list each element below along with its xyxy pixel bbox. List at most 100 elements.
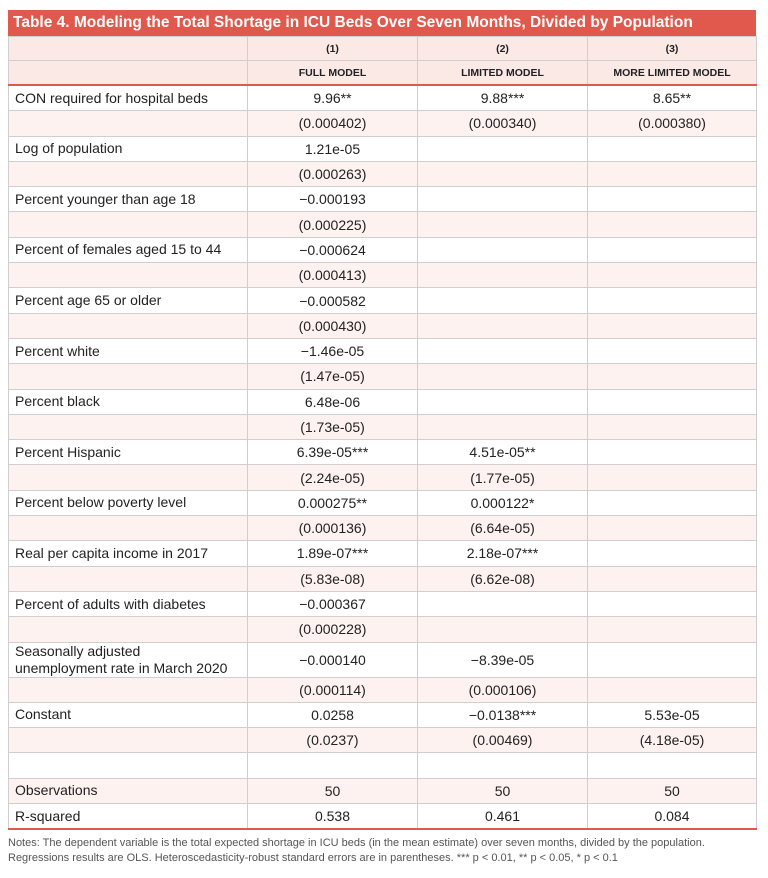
table-row: Log of population 1.21e-05	[8, 135, 757, 162]
cell-value: 50	[417, 777, 588, 805]
table-row: (0.000430)	[8, 312, 757, 339]
cell-value: (0.000402)	[247, 110, 418, 137]
row-label: Log of population	[8, 135, 248, 162]
cell-value	[417, 363, 588, 390]
table-row	[8, 752, 757, 779]
cell-value	[587, 211, 757, 238]
cell-value: −0.000582	[247, 287, 418, 314]
table-row: Seasonally adjusted unemployment rate in…	[8, 641, 757, 678]
cell-value: 0.0258	[247, 701, 418, 729]
cell-value: −8.39e-05	[417, 641, 588, 678]
cell-value	[587, 540, 757, 567]
table-row: Percent black 6.48e-06	[8, 388, 757, 415]
table-row: (0.000263)	[8, 160, 757, 188]
row-label	[8, 464, 248, 491]
row-label	[8, 262, 248, 289]
header-row: (1) (2) (3)	[8, 36, 757, 61]
cell-value	[587, 363, 757, 390]
table-row: Percent Hispanic 6.39e-05*** 4.51e-05**	[8, 439, 757, 466]
cell-value	[587, 464, 757, 491]
cell-value	[587, 565, 757, 592]
table-row: (2.24e-05) (1.77e-05)	[8, 464, 757, 491]
table-row: (0.0237) (0.00469) (4.18e-05)	[8, 727, 757, 754]
cell-value	[587, 515, 757, 542]
cell-value: −1.46e-05	[247, 337, 418, 365]
table-row: (1.73e-05)	[8, 413, 757, 441]
cell-value: (0.00469)	[417, 727, 588, 754]
cell-value: (0.000228)	[247, 616, 418, 643]
cell-value: −0.0138***	[417, 701, 588, 729]
row-label: Percent younger than age 18	[8, 186, 248, 213]
cell-value	[417, 160, 588, 188]
cell-value	[587, 439, 757, 466]
cell-value: 5.53e-05	[587, 701, 757, 729]
table-row: (0.000413)	[8, 262, 757, 289]
cell-value: (1.47e-05)	[247, 363, 418, 390]
cell-value: 50	[587, 777, 757, 805]
header-corner	[8, 36, 248, 61]
column-number: (1)	[247, 36, 418, 61]
table-row: Percent younger than age 18 −0.000193	[8, 186, 757, 213]
cell-value	[587, 312, 757, 339]
cell-value: (0.000413)	[247, 262, 418, 289]
cell-value: 6.48e-06	[247, 388, 418, 415]
cell-value	[417, 262, 588, 289]
table-title: Table 4. Modeling the Total Shortage in …	[8, 10, 756, 36]
column-number: (2)	[417, 36, 588, 61]
table-row: (1.47e-05)	[8, 363, 757, 390]
row-label	[8, 211, 248, 238]
cell-value: 1.21e-05	[247, 135, 418, 162]
cell-value: (0.000430)	[247, 312, 418, 339]
cell-value	[587, 489, 757, 517]
cell-value: (1.73e-05)	[247, 413, 418, 441]
cell-value: 8.65**	[587, 84, 757, 112]
row-label: Observations	[8, 777, 248, 805]
row-label	[8, 413, 248, 441]
cell-value	[587, 641, 757, 678]
cell-value	[417, 337, 588, 365]
cell-value	[417, 590, 588, 618]
cell-value: (6.62e-08)	[417, 565, 588, 592]
cell-value	[417, 413, 588, 441]
table-row: Percent of females aged 15 to 44 −0.00062…	[8, 236, 757, 264]
row-label: R-squared	[8, 803, 248, 831]
row-label	[8, 363, 248, 390]
cell-value: 50	[247, 777, 418, 805]
cell-value: (0.000380)	[587, 110, 757, 137]
cell-value	[587, 616, 757, 643]
row-label	[8, 752, 248, 779]
table-row: Observations 50 50 50	[8, 777, 757, 805]
row-label: CON required for hospital beds	[8, 84, 248, 112]
cell-value: 0.461	[417, 803, 588, 831]
cell-value: (6.64e-05)	[417, 515, 588, 542]
cell-value	[587, 388, 757, 415]
cell-value	[587, 337, 757, 365]
cell-value: 0.538	[247, 803, 418, 831]
cell-value	[417, 211, 588, 238]
row-label: Percent below poverty level	[8, 489, 248, 517]
column-name: LIMITED MODEL	[417, 60, 588, 86]
cell-value: (4.18e-05)	[587, 727, 757, 754]
cell-value	[587, 413, 757, 441]
cell-value	[587, 752, 757, 779]
cell-value: (5.83e-08)	[247, 565, 418, 592]
cell-value: (2.24e-05)	[247, 464, 418, 491]
cell-value: −0.000624	[247, 236, 418, 264]
cell-value: −0.000140	[247, 641, 418, 678]
cell-value: 2.18e-07***	[417, 540, 588, 567]
cell-value	[417, 135, 588, 162]
row-label	[8, 160, 248, 188]
cell-value: (0.000263)	[247, 160, 418, 188]
cell-value	[587, 676, 757, 703]
cell-value: 4.51e-05**	[417, 439, 588, 466]
cell-value	[587, 262, 757, 289]
row-label: Percent of females aged 15 to 44	[8, 236, 248, 264]
column-number: (3)	[587, 36, 757, 61]
cell-value: (0.0237)	[247, 727, 418, 754]
table-row: (0.000402) (0.000340) (0.000380)	[8, 110, 757, 137]
cell-value: (0.000114)	[247, 676, 418, 703]
row-label	[8, 110, 248, 137]
table-row: (0.000136) (6.64e-05)	[8, 515, 757, 542]
